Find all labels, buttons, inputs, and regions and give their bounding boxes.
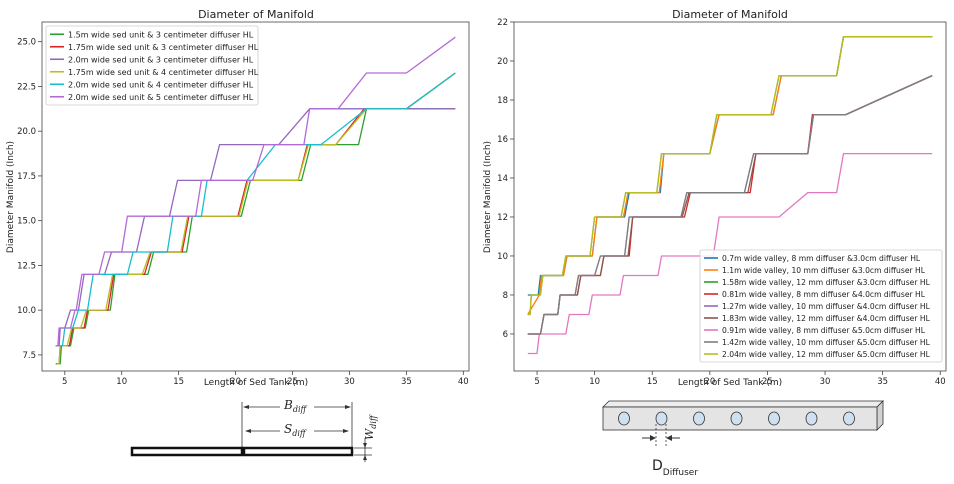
x-tick-label: 5 [534,377,539,387]
legend-entry: 1.5m wide sed unit & 3 centimeter diffus… [68,30,254,39]
y-tick-label: 17.5 [17,172,36,182]
d-arrow-left-head [650,435,656,441]
s-arrow-right [343,429,349,433]
series-line-5 [55,72,456,347]
y-tick-label: 22 [497,18,508,28]
chart-left: Diameter of Manifold 5 10 15 20 25 30 35 40 7.5 1… [6,8,470,388]
legend-entry: 0.81m wide valley, 8 mm diffuser &4.0cm … [722,290,926,299]
x-tick-label: 10 [116,377,127,387]
x-tick-label: 15 [173,377,184,387]
x-tick-label: 20 [230,377,241,387]
legend-entry: 1.42m wide valley, 10 mm diffuser &5.0cm… [722,338,931,347]
diffuser-hole [693,411,705,426]
b-diff-label: Bdiff [283,398,308,414]
s-diff-label: Sdiff [284,422,307,438]
manifold-box-top [602,400,884,408]
x-tick-label: 35 [401,377,412,387]
d-diffuser-label: DDiffuser [652,458,698,478]
diffuser-hole [730,411,743,426]
legend-frame [699,249,943,363]
legend-entry: 2.0m wide sed unit & 3 centimeter diffus… [68,55,254,64]
chart-left-legend: 1.5m wide sed unit & 3 centimeter diffus… [45,25,259,106]
chart-right: Diameter of Manifold 5 10 15 20 25 30 35 40 6 8 10… [483,8,947,388]
chart-left-title: Diameter of Manifold [198,8,314,21]
x-tick-label: 25 [762,377,773,387]
chart-left-x-axis-label: Length of Sed Tank (m) [204,378,308,388]
x-tick-label: 15 [647,377,658,387]
y-tick-label: 7.5 [22,351,36,361]
diffuser-hole [805,411,818,426]
y-tick-label: 14 [497,174,508,184]
w-arrow-bottom [363,455,367,460]
chart-right-title: Diameter of Manifold [672,8,788,21]
y-tick-label: 20.0 [17,127,36,137]
y-tick-label: 8 [503,291,508,301]
diffuser-manifold-diagram: DDiffuser [602,400,884,478]
chart-right-x-axis-label: Length of Sed Tank (m) [678,378,782,388]
manifold-dimension-diagram: Bdiff Sdiff Wdiff [130,396,378,462]
legend-entry: 0.91m wide valley, 8 mm diffuser &5.0cm … [722,326,926,335]
legend-entry: 1.75m wide sed unit & 4 centimeter diffu… [68,68,259,77]
y-tick-label: 22.5 [17,82,36,92]
w-diff-label: Wdiff [363,414,378,440]
legend-frame [45,25,259,106]
b-arrow-left [243,405,249,409]
b-arrow-right [345,405,351,409]
diffuser-holes [618,411,855,426]
x-tick-label: 40 [935,377,946,387]
diffuser-hole [768,411,780,426]
series-line-9 [527,35,933,316]
legend-entry: 2.04m wide valley, 12 mm diffuser &5.0cm… [722,350,931,359]
x-tick-label: 40 [458,377,469,387]
w-arrow-top [363,443,367,448]
x-tick-label: 35 [877,377,888,387]
legend-entry: 2.0m wide sed unit & 5 centimeter diffus… [68,93,254,102]
series-line-8 [527,75,933,335]
s-arrow-left [245,429,251,433]
legend-entry: 1.1m wide valley, 10 mm diffuser &3.0cm … [722,266,926,275]
legend-entry: 1.27m wide valley, 10 mm diffuser &4.0cm… [722,302,931,311]
chart-right-y-axis-label: Diameter Manifold (Inch) [483,141,493,253]
x-tick-label: 10 [589,377,600,387]
chart-right-legend: 0.7m wide valley, 8 mm diffuser &3.0cm d… [699,249,943,363]
y-tick-label: 12 [497,213,508,223]
legend-entry: 1.75m wide sed unit & 3 centimeter diffu… [68,43,259,52]
y-tick-label: 12.5 [17,261,36,271]
manifold-pipe-section-1 [130,446,244,457]
y-tick-label: 10 [497,252,508,262]
x-tick-label: 25 [287,377,298,387]
chart-left-y-axis-label: Diameter Manifold (Inch) [6,141,16,253]
y-tick-label: 15.0 [17,217,36,227]
y-tick-label: 10.0 [17,306,36,316]
series-line-7 [527,152,933,355]
y-tick-label: 25.0 [17,38,36,48]
y-tick-label: 16 [497,135,508,145]
diffuser-hole [618,411,630,426]
diffuser-hole [655,411,668,426]
x-tick-label: 30 [344,377,355,387]
x-tick-label: 30 [820,377,831,387]
y-tick-label: 18 [497,96,508,106]
diffuser-hole [843,411,855,426]
manifold-pipe-section-2 [242,446,354,457]
y-tick-label: 6 [503,330,508,340]
y-tick-label: 20 [497,57,508,67]
legend-entry: 1.83m wide valley, 12 mm diffuser &4.0cm… [722,314,931,323]
x-tick-label: 5 [62,377,67,387]
d-arrow-right-head [666,435,672,441]
legend-entry: 1.58m wide valley, 12 mm diffuser &3.0cm… [722,278,931,287]
x-tick-label: 20 [704,377,715,387]
legend-entry: 0.7m wide valley, 8 mm diffuser &3.0cm d… [722,254,921,263]
legend-entry: 2.0m wide sed unit & 4 centimeter diffus… [68,80,254,89]
series-line-6 [55,36,456,347]
